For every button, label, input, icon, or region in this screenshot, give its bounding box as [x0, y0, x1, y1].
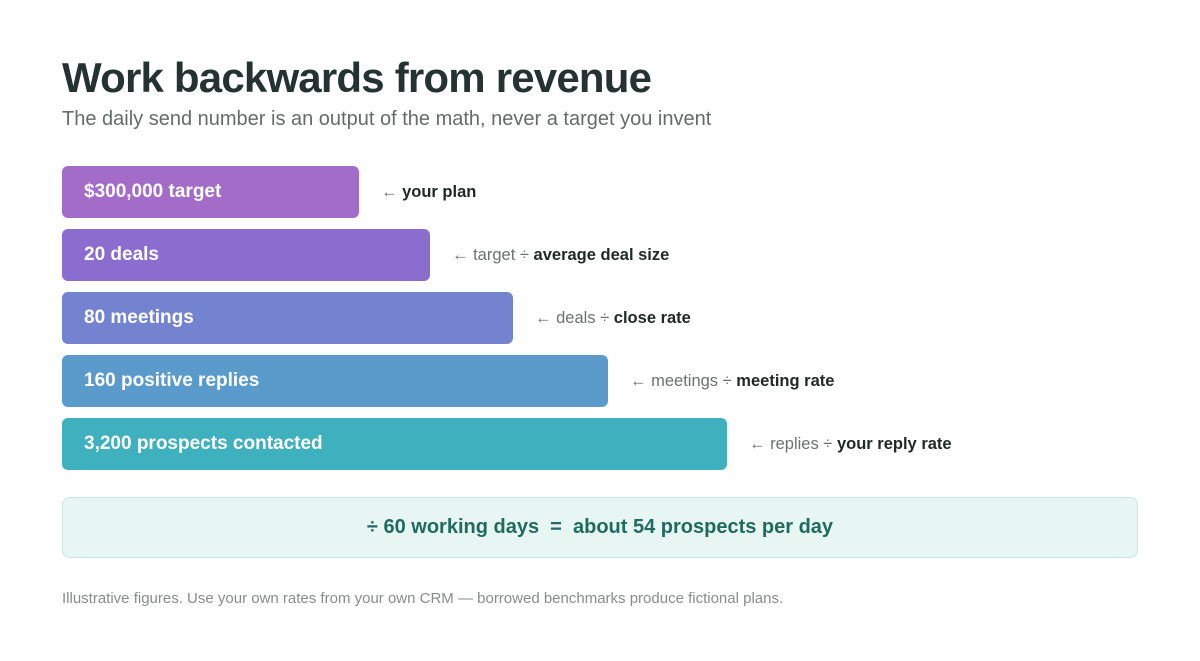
funnel-bar-label: 3,200 prospects contacted: [84, 433, 323, 454]
funnel-bar-meetings: 80 meetings: [62, 292, 513, 344]
funnel-note-bold: close rate: [613, 308, 691, 327]
funnel-bar-label: $300,000 target: [84, 181, 222, 202]
funnel-bar-target: $300,000 target: [62, 166, 359, 218]
left-arrow-icon: ←: [452, 245, 469, 264]
funnel-bar-prospects: 3,200 prospects contacted: [62, 418, 727, 470]
funnel-note-prefix: target: [473, 245, 516, 264]
divide-icon: ÷: [823, 434, 833, 453]
funnel-note-bold: your reply rate: [836, 434, 952, 453]
funnel-note-deals: ← target ÷ average deal size: [452, 246, 669, 265]
funnel-note-prospects: ← replies ÷ your reply rate: [749, 435, 952, 454]
funnel-bar-label: 160 positive replies: [84, 370, 260, 391]
funnel-note-prefix: deals: [556, 308, 596, 327]
funnel-step-deals: 20 deals ← target ÷ average deal size: [62, 229, 669, 281]
divide-icon: ÷: [519, 245, 529, 264]
funnel-note-meetings: ← deals ÷ close rate: [535, 309, 691, 328]
left-arrow-icon: ←: [630, 371, 647, 390]
funnel-step-prospects: 3,200 prospects contacted ← replies ÷ yo…: [62, 418, 952, 470]
funnel-step-target: $300,000 target ← your plan: [62, 166, 476, 218]
divide-icon: ÷: [722, 371, 732, 390]
funnel-step-replies: 160 positive replies ← meetings ÷ meetin…: [62, 355, 834, 407]
funnel-note-prefix: meetings: [651, 371, 719, 390]
funnel-bar-label: 80 meetings: [84, 307, 194, 328]
divide-icon: ÷: [600, 308, 610, 327]
funnel-note-replies: ← meetings ÷ meeting rate: [630, 372, 834, 391]
funnel-note-bold: meeting rate: [736, 371, 835, 390]
funnel-step-meetings: 80 meetings ← deals ÷ close rate: [62, 292, 691, 344]
funnel-bar-deals: 20 deals: [62, 229, 430, 281]
daily-result-callout: ÷ 60 working days = about 54 prospects p…: [62, 497, 1138, 558]
page-subtitle: The daily send number is an output of th…: [62, 108, 712, 130]
left-arrow-icon: ←: [381, 182, 398, 201]
funnel-note-bold: your plan: [402, 182, 477, 201]
funnel-note-target: ← your plan: [381, 183, 476, 202]
funnel-note-bold: average deal size: [533, 245, 670, 264]
page-title: Work backwards from revenue: [62, 54, 652, 101]
footnote: Illustrative figures. Use your own rates…: [62, 590, 784, 607]
left-arrow-icon: ←: [749, 434, 766, 453]
funnel-bar-replies: 160 positive replies: [62, 355, 608, 407]
left-arrow-icon: ←: [535, 308, 552, 327]
funnel-note-prefix: replies: [770, 434, 819, 453]
funnel-bar-label: 20 deals: [84, 244, 159, 265]
